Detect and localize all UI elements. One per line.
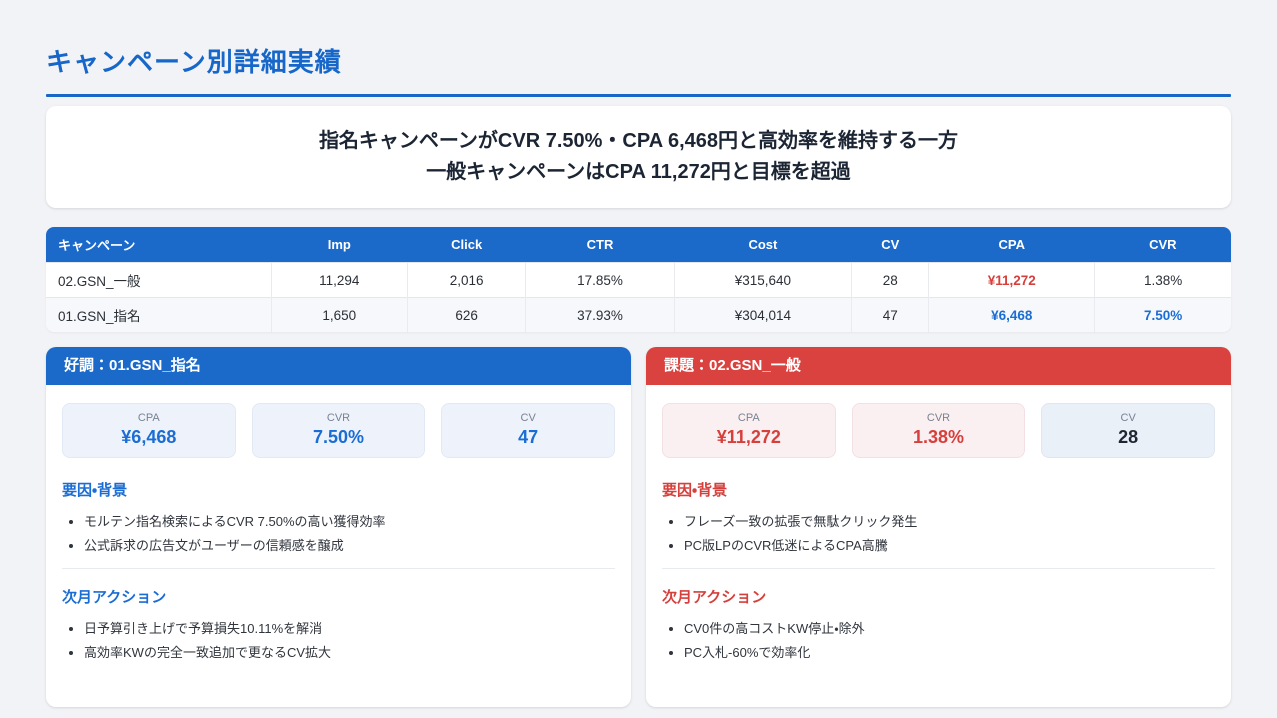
campaign-table: キャンペーン Imp Click CTR Cost CV CPA CVR 02.… (46, 227, 1231, 332)
cell-cost: ¥304,014 (673, 297, 852, 332)
metric-value: 28 (1118, 427, 1139, 447)
card-good-header: 好調：01.GSN_指名 (46, 347, 631, 385)
summary-line-2: 一般キャンペーンはCPA 11,272円と目標を超過 (426, 161, 851, 183)
bullet-item: フレーズ一致の拡張で無駄クリック発生 (684, 513, 1215, 530)
metric-value: ¥11,272 (716, 427, 781, 447)
metric-label: CVR (326, 412, 351, 424)
bullet-item: 日予算引き上げで予算損失10.11%を解消 (84, 620, 615, 637)
cell-campaign: 01.GSN_指名 (46, 297, 272, 332)
metric-label: CV (1120, 412, 1136, 424)
metric-value: 1.38% (912, 427, 965, 447)
cell-cpa: ¥6,468 (928, 297, 1095, 332)
section-divider (662, 568, 1215, 569)
table-row-gsn-general: 02.GSN_一般 11,294 2,016 17.85% ¥315,640 2… (46, 262, 1231, 298)
cell-ctr: 37.93% (525, 297, 675, 332)
metric-value: 47 (518, 427, 539, 447)
bullet-item: PC版LPのCVR低迷によるCPA高騰 (684, 537, 1215, 554)
cell-imp: 11,294 (270, 262, 408, 298)
metric-chip-cvr: CVR 7.50% (251, 403, 426, 458)
table-row-gsn-brand: 01.GSN_指名 1,650 626 37.93% ¥304,014 47 ¥… (46, 297, 1231, 332)
section-divider (62, 568, 615, 569)
summary-line-1: 指名キャンペーンがCVR 7.50%・CPA 6,468円と高効率を維持する一方 (318, 130, 959, 152)
cell-click: 2,016 (406, 262, 526, 298)
metric-label: CVR (926, 412, 951, 424)
cell-cost: ¥315,640 (673, 262, 852, 298)
card-problem-campaign: 課題：02.GSN_一般 CPA ¥11,272 CVR 1.38% CV 28 (646, 347, 1231, 707)
metric-chip-cpa: CPA ¥6,468 (62, 403, 236, 458)
summary-card: 指名キャンペーンがCVR 7.50%・CPA 6,468円と高効率を維持する一方… (46, 106, 1231, 208)
detail-cards: 好調：01.GSN_指名 CPA ¥6,468 CVR 7.50% CV 47 (46, 347, 1231, 707)
metric-value: 7.50% (312, 427, 365, 447)
section-heading-actions: 次月アクション (62, 589, 167, 606)
card-good-campaign: 好調：01.GSN_指名 CPA ¥6,468 CVR 7.50% CV 47 (46, 347, 631, 707)
factors-list: フレーズ一致の拡張で無駄クリック発生 PC版LPのCVR低迷によるCPA高騰 (684, 513, 1215, 554)
bullet-item: PC入札-60%で効率化 (684, 644, 1215, 661)
section-heading-actions: 次月アクション (662, 589, 767, 606)
cell-cpa: ¥11,272 (928, 262, 1095, 298)
column-header-cv: CV (851, 227, 929, 263)
page-title: キャンペーン別詳細実績 (46, 47, 342, 77)
cell-cv: 47 (851, 297, 929, 332)
cell-imp: 1,650 (270, 297, 408, 332)
metric-label: CPA (137, 412, 160, 424)
section-heading-factors: 要因・背景 (662, 482, 728, 499)
table-header-row: キャンペーン Imp Click CTR Cost CV CPA CVR (46, 227, 1231, 263)
section-heading-factors: 要因・背景 (62, 482, 128, 499)
title-underline (46, 94, 1231, 97)
column-header-click: Click (407, 227, 526, 263)
cell-cvr: 7.50% (1094, 297, 1231, 332)
metric-chips: CPA ¥6,468 CVR 7.50% CV 47 (62, 403, 616, 458)
actions-list: CV0件の高コストKW停止・除外 PC入札-60%で効率化 (684, 620, 1215, 661)
cell-cv: 28 (851, 262, 929, 298)
bullet-item: 高効率KWの完全一致追加で更なるCV拡大 (84, 644, 615, 661)
cell-campaign: 02.GSN_一般 (46, 262, 272, 298)
metric-chip-cvr: CVR 1.38% (851, 403, 1026, 458)
column-header-imp: Imp (271, 227, 408, 263)
metric-chip-cpa: CPA ¥11,272 (662, 403, 836, 458)
actions-list: 日予算引き上げで予算損失10.11%を解消 高効率KWの完全一致追加で更なるCV… (84, 620, 615, 661)
bullet-item: モルテン指名検索によるCVR 7.50%の高い獲得効率 (84, 513, 615, 530)
column-header-cost: Cost (674, 227, 852, 263)
column-header-cpa: CPA (928, 227, 1095, 263)
metric-chip-cv: CV 47 (441, 403, 616, 458)
cell-click: 626 (406, 297, 526, 332)
card-good-body: CPA ¥6,468 CVR 7.50% CV 47 要因・背景 モルテン指名検… (46, 385, 631, 686)
card-problem-body: CPA ¥11,272 CVR 1.38% CV 28 要因・背景 フレーズ一致… (646, 385, 1231, 686)
metric-chip-cv: CV 28 (1041, 403, 1216, 458)
bullet-item: CV0件の高コストKW停止・除外 (684, 620, 1215, 637)
metric-label: CPA (737, 412, 760, 424)
card-problem-header: 課題：02.GSN_一般 (646, 347, 1231, 385)
metric-value: ¥6,468 (121, 427, 177, 447)
bullet-item: 公式訴求の広告文がユーザーの信頼感を醸成 (84, 537, 615, 554)
column-header-campaign: キャンペーン (46, 227, 272, 263)
cell-cvr: 1.38% (1094, 262, 1231, 298)
factors-list: モルテン指名検索によるCVR 7.50%の高い獲得効率 公式訴求の広告文がユーザ… (84, 513, 615, 554)
campaign-table-container: キャンペーン Imp Click CTR Cost CV CPA CVR 02.… (46, 227, 1231, 332)
metric-chips: CPA ¥11,272 CVR 1.38% CV 28 (662, 403, 1216, 458)
cell-ctr: 17.85% (525, 262, 675, 298)
column-header-ctr: CTR (525, 227, 675, 263)
column-header-cvr: CVR (1094, 227, 1231, 263)
metric-label: CV (520, 412, 536, 424)
